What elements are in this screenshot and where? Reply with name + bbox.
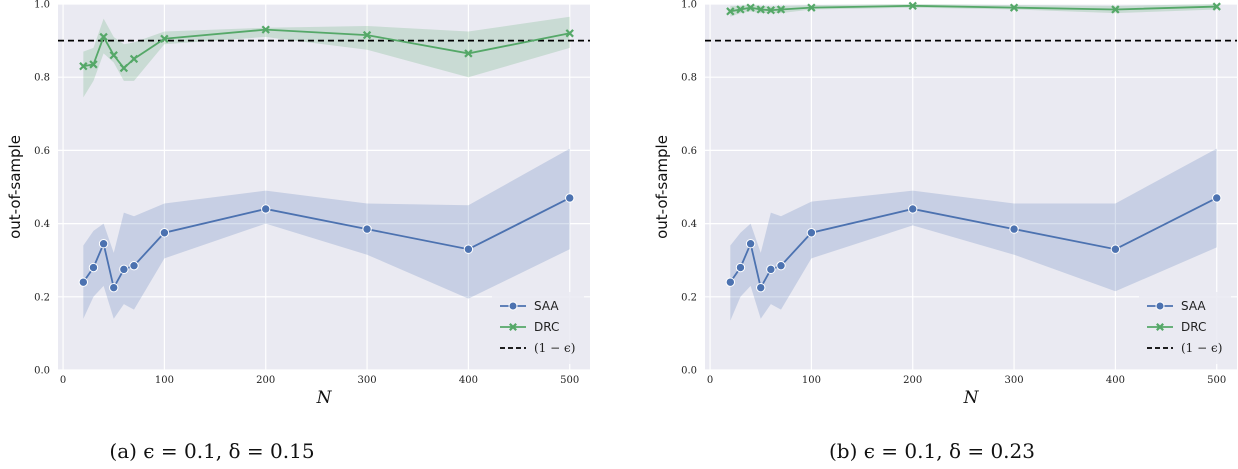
legend-label-reference: (1 − ϵ) <box>534 341 575 355</box>
data-point-saa <box>1110 244 1121 254</box>
x-tick-label: 200 <box>256 375 275 386</box>
data-point-saa <box>776 260 786 271</box>
legend-marker-drc <box>509 323 517 331</box>
legend-label-drc: DRC <box>534 320 559 334</box>
data-point-drc <box>807 3 816 12</box>
x-tick-label: 300 <box>358 375 377 386</box>
legend-label-reference: (1 − ϵ) <box>1181 341 1222 355</box>
data-point-drc <box>362 30 372 40</box>
data-point-saa <box>745 239 756 249</box>
data-point-saa <box>119 264 129 275</box>
data-point-saa <box>78 277 89 287</box>
data-point-drc <box>464 49 473 58</box>
data-point-saa <box>735 262 746 273</box>
data-point-saa <box>98 239 109 249</box>
y-tick-label: 0.0 <box>34 366 50 377</box>
x-tick-label: 200 <box>903 375 922 386</box>
data-point-saa <box>109 282 119 293</box>
y-tick-label: 0.4 <box>681 219 697 230</box>
y-tick-label: 1.0 <box>34 0 50 11</box>
chart-panel-b: 0.0 0.2 0.4 0.6 0.8 1.0 0 100 200 300 400 500 Nout-o… <box>653 0 1237 463</box>
x-tick-label: 400 <box>1106 375 1125 386</box>
x-tick-label: 300 <box>1005 375 1024 386</box>
chart-panel-a: 0.0 0.2 0.4 0.6 0.8 1.0 0 100 200 300 400 500 Nout-o… <box>6 0 590 463</box>
y-tick-label: 0.2 <box>681 292 697 303</box>
data-point-drc <box>1111 5 1120 14</box>
data-point-drc <box>261 25 270 34</box>
x-tick-label: 100 <box>802 375 821 386</box>
data-point-drc <box>160 34 169 43</box>
x-tick-label: 0 <box>60 375 66 386</box>
data-point-drc <box>1212 2 1221 11</box>
data-point-drc <box>766 6 776 15</box>
confidence-band-drc <box>83 16 570 98</box>
x-axis-label: N <box>316 388 333 408</box>
data-point-saa <box>88 262 99 273</box>
data-point-drc <box>726 7 735 16</box>
y-axis-label: out-of-sample <box>653 135 671 239</box>
y-tick-label: 0.8 <box>681 73 697 84</box>
y-tick-label: 0.6 <box>681 146 697 157</box>
x-axis-label: N <box>963 388 980 408</box>
data-point-saa <box>756 282 766 293</box>
data-point-saa <box>1212 193 1222 203</box>
y-tick-label: 1.0 <box>681 0 697 11</box>
data-point-drc <box>565 29 574 38</box>
legend-label-saa: SAA <box>534 299 559 313</box>
data-point-drc <box>756 5 765 14</box>
data-point-drc <box>736 5 745 14</box>
y-axis-label: out-of-sample <box>6 135 24 239</box>
data-point-drc <box>776 5 786 14</box>
x-tick-label: 0 <box>707 375 713 386</box>
data-point-saa <box>362 224 372 234</box>
y-tick-label: 0.0 <box>681 366 697 377</box>
legend-marker-saa <box>508 301 518 311</box>
y-tick-label: 0.8 <box>34 73 50 84</box>
confidence-band-saa <box>730 148 1217 321</box>
confidence-band-saa <box>83 148 570 319</box>
data-point-drc <box>746 3 755 12</box>
data-point-drc <box>1009 3 1019 12</box>
figure-caption: (b) ϵ = 0.1, δ = 0.23 <box>829 439 1035 463</box>
y-tick-label: 0.4 <box>34 219 50 230</box>
data-point-drc <box>119 63 129 73</box>
legend-label-saa: SAA <box>1181 299 1206 313</box>
data-point-saa <box>766 264 776 275</box>
data-point-saa <box>1009 224 1019 234</box>
data-point-saa <box>908 204 918 214</box>
x-tick-label: 500 <box>1207 375 1226 386</box>
data-point-drc <box>109 51 118 60</box>
data-point-drc <box>129 54 139 64</box>
data-point-saa <box>463 244 474 254</box>
data-point-saa <box>565 193 575 203</box>
x-tick-label: 100 <box>155 375 174 386</box>
data-point-saa <box>725 277 736 287</box>
figure-caption: (a) ϵ = 0.1, δ = 0.15 <box>109 439 314 463</box>
data-point-saa <box>261 204 271 214</box>
data-point-drc <box>89 60 98 69</box>
data-point-drc <box>99 32 108 42</box>
x-tick-label: 400 <box>459 375 478 386</box>
data-point-saa <box>806 228 817 238</box>
data-point-drc <box>79 62 88 71</box>
data-point-saa <box>159 228 170 238</box>
y-tick-label: 0.2 <box>34 292 50 303</box>
legend-marker-drc <box>1156 323 1164 331</box>
x-tick-label: 500 <box>560 375 579 386</box>
legend-label-drc: DRC <box>1181 320 1206 334</box>
y-tick-label: 0.6 <box>34 146 50 157</box>
data-point-drc <box>908 1 917 11</box>
legend-marker-saa <box>1155 301 1165 311</box>
data-point-saa <box>129 260 139 271</box>
